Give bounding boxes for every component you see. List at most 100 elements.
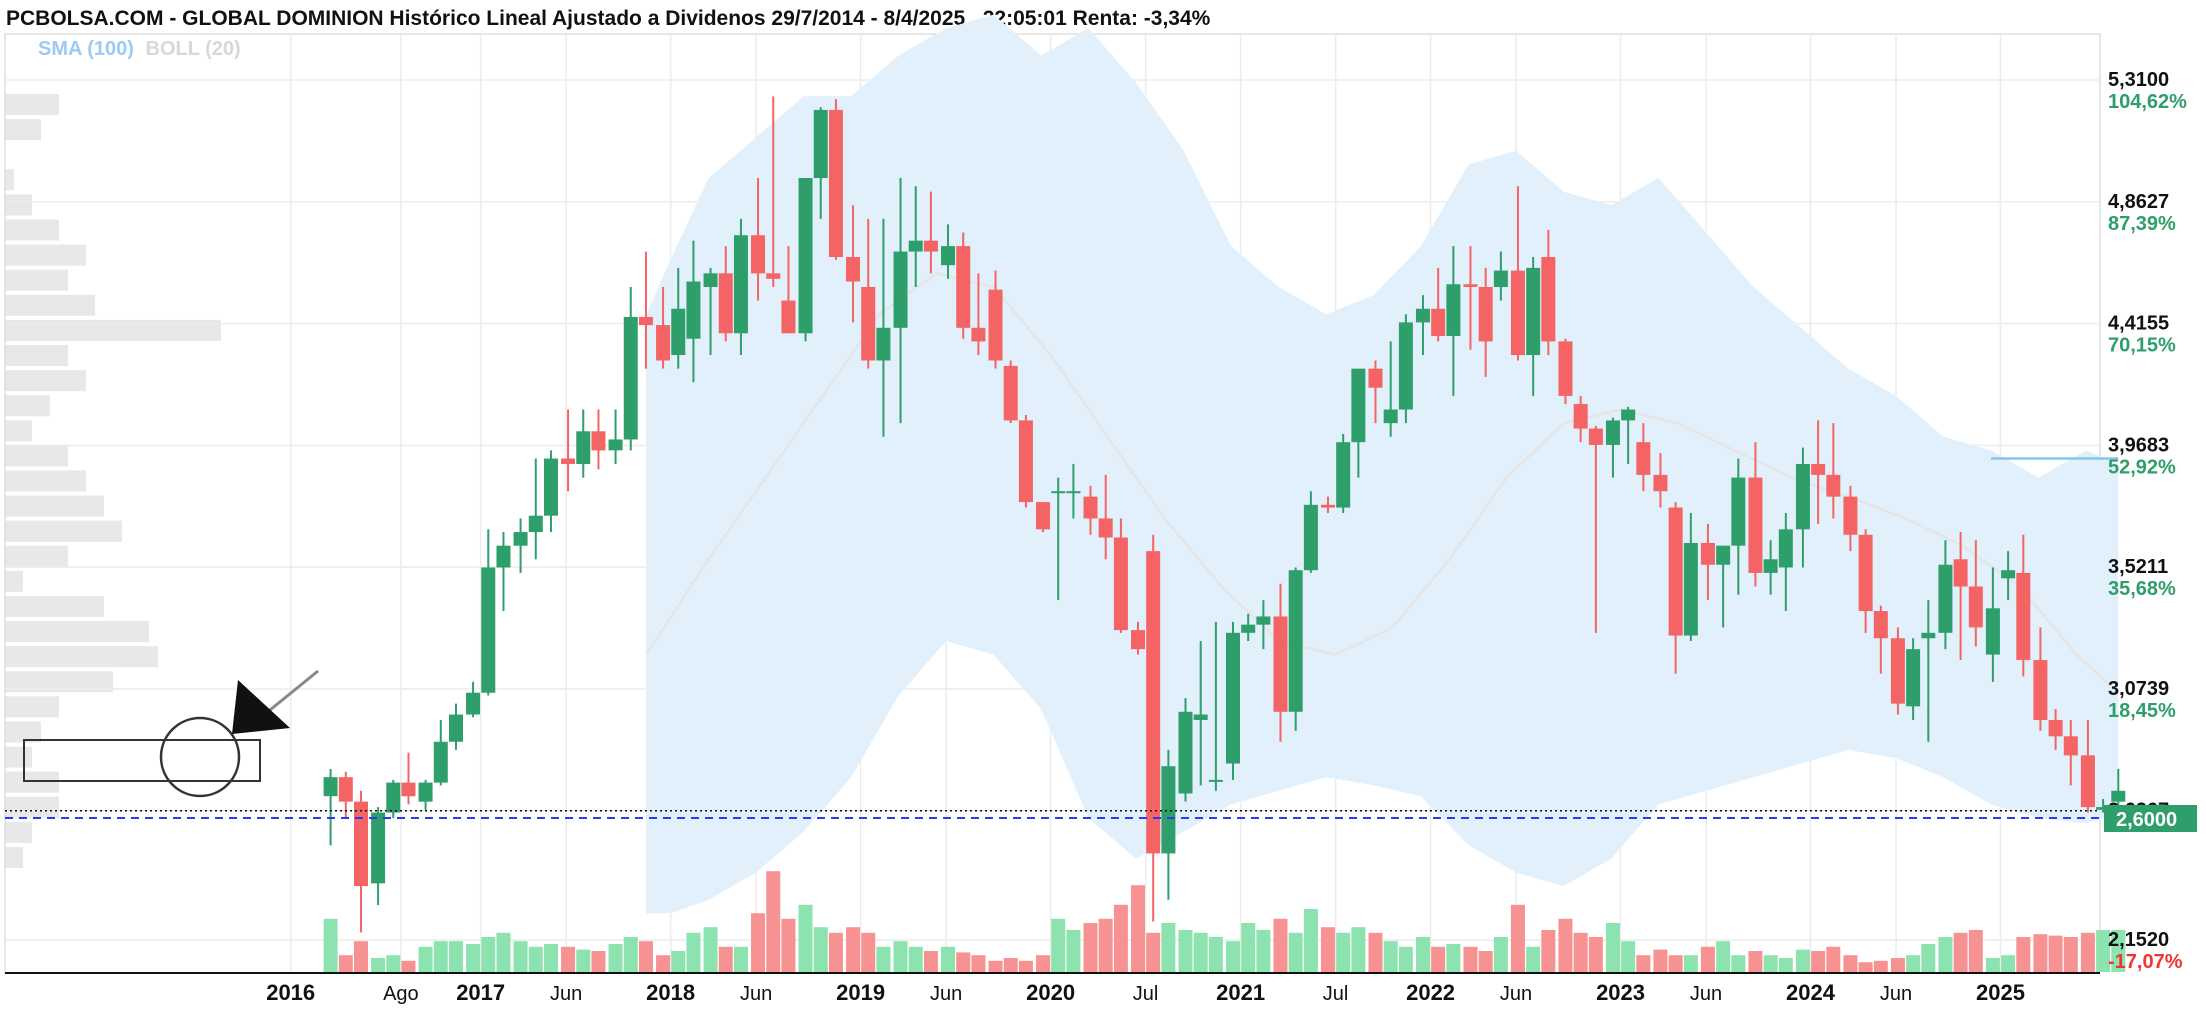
- annotation-arrow-head[interactable]: [232, 680, 290, 734]
- volume-bar: [1225, 941, 1240, 972]
- volume-bar: [1700, 946, 1715, 972]
- volume-bar: [1890, 958, 1905, 972]
- candle-body: [956, 246, 971, 328]
- profile-bar: [5, 570, 23, 592]
- candle-body: [766, 273, 781, 279]
- volume-bar: [2033, 934, 2048, 972]
- volume-bar: [371, 958, 386, 972]
- profile-bar: [5, 445, 68, 467]
- volume-bar: [1573, 932, 1588, 972]
- candle-body: [1383, 409, 1398, 424]
- candle-body: [1225, 632, 1240, 764]
- candle-body: [1605, 420, 1620, 445]
- y-tick-label: 4,4155: [2108, 313, 2169, 335]
- volume-bar: [1541, 930, 1556, 972]
- candle-body: [876, 327, 891, 361]
- x-tick-label: 2023: [1596, 980, 1645, 1005]
- candle-body: [1985, 608, 2000, 655]
- candle-body: [1351, 368, 1366, 443]
- volume-bar: [956, 952, 971, 972]
- candle-body: [1018, 420, 1033, 503]
- volume-bar: [2016, 937, 2031, 972]
- annotation-rectangle[interactable]: [23, 739, 261, 782]
- profile-bar: [5, 94, 59, 116]
- volume-bar: [893, 941, 908, 972]
- volume-bar: [1368, 932, 1383, 972]
- volume-bar: [971, 955, 986, 972]
- volume-bar: [448, 941, 463, 972]
- candle-body: [1003, 365, 1018, 421]
- volume-bar: [1336, 932, 1351, 972]
- candle-body: [2048, 719, 2063, 737]
- candle-body: [781, 300, 796, 334]
- candle-body: [591, 431, 606, 451]
- volume-bar: [1113, 904, 1128, 972]
- volume-bar: [988, 960, 1003, 972]
- volume-profile: [5, 94, 221, 868]
- candle-body: [1748, 477, 1763, 573]
- x-tick-label: Jul: [1133, 983, 1159, 1005]
- volume-bar: [1716, 941, 1731, 972]
- candle-body: [1588, 428, 1603, 445]
- candle-body: [2080, 755, 2095, 808]
- annotation-drawing[interactable]: [23, 669, 319, 798]
- candle-body: [686, 281, 701, 339]
- legend-boll[interactable]: BOLL (20): [145, 38, 241, 60]
- annotation-circle[interactable]: [159, 716, 241, 798]
- candle-body: [2111, 790, 2126, 802]
- candle-body: [1716, 545, 1731, 565]
- candle-body: [1083, 496, 1098, 519]
- volume-bar: [1415, 937, 1430, 972]
- volume-bar: [766, 871, 781, 972]
- candle-body: [623, 316, 638, 440]
- candle-body: [1858, 534, 1873, 612]
- volume-bars: [323, 871, 2126, 972]
- candle-body: [371, 812, 386, 884]
- volume-bar: [1208, 937, 1223, 972]
- volume-bar: [1288, 932, 1303, 972]
- candle-body: [528, 515, 543, 533]
- volume-bar: [1588, 937, 1603, 972]
- volume-bar: [2063, 937, 2078, 972]
- volume-bar: [813, 927, 828, 972]
- y-tick-pct: -17,07%: [2108, 951, 2183, 973]
- candle-body: [1415, 308, 1430, 323]
- volume-bar: [718, 946, 733, 972]
- candle-body: [1526, 267, 1541, 356]
- x-tick-label: Ago: [383, 983, 419, 1005]
- candle-body: [718, 273, 733, 334]
- x-tick-label: 2018: [646, 980, 695, 1005]
- candle-body: [1036, 502, 1051, 530]
- candle-body: [386, 782, 401, 813]
- profile-bar: [5, 721, 41, 743]
- volume-bar: [798, 904, 813, 972]
- candle-body: [338, 777, 353, 802]
- volume-bar: [671, 951, 686, 972]
- candle-body: [418, 782, 433, 802]
- volume-bar: [733, 946, 748, 972]
- legend-sma[interactable]: SMA (100): [38, 38, 134, 60]
- volume-bar: [1763, 955, 1778, 972]
- profile-bar: [5, 746, 32, 768]
- annotation-arrow-line[interactable]: [269, 669, 319, 712]
- volume-bar: [543, 944, 558, 972]
- candle-body: [1968, 586, 1983, 628]
- profile-bar: [5, 646, 158, 668]
- volume-bar: [846, 927, 861, 972]
- volume-bar: [1953, 932, 1968, 972]
- profile-bar: [5, 244, 86, 266]
- candle-body: [1098, 518, 1113, 538]
- current-price-label: 2,6000: [2116, 809, 2177, 831]
- y-tick-pct: 52,92%: [2108, 456, 2176, 478]
- candle-body: [543, 458, 558, 516]
- profile-bar: [5, 470, 86, 492]
- profile-bar: [5, 696, 59, 718]
- profile-bar: [5, 194, 32, 216]
- candle-body: [703, 273, 718, 287]
- volume-bar: [656, 955, 671, 972]
- volume-bar: [1683, 955, 1698, 972]
- volume-bar: [1431, 946, 1446, 972]
- bollinger-band: [646, 14, 2119, 914]
